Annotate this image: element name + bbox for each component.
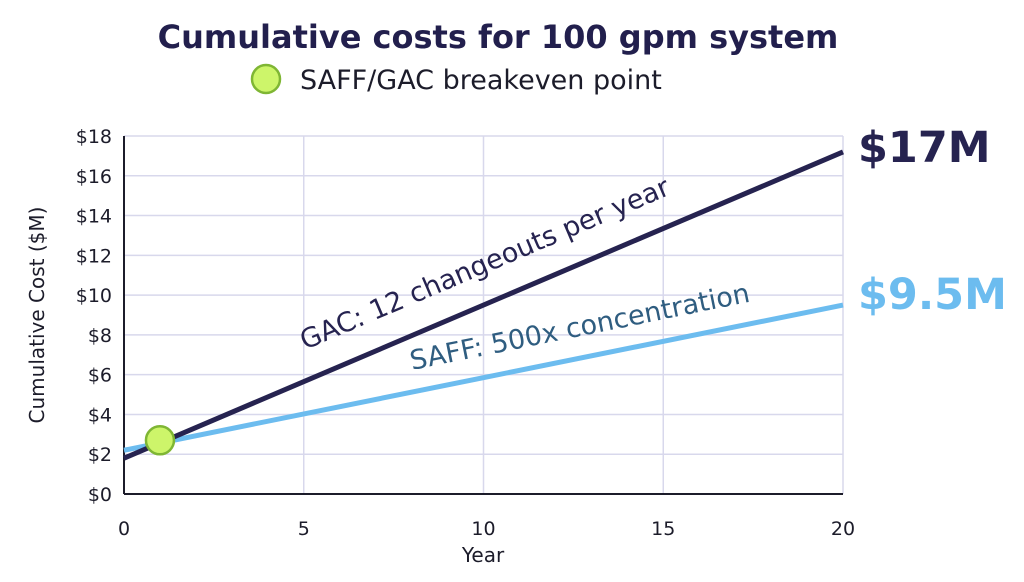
y-tick-label: $10 — [76, 285, 112, 307]
breakeven-point-marker — [144, 425, 176, 456]
gac-series-line — [123, 149, 844, 461]
legend-label: SAFF/GAC breakeven point — [300, 65, 662, 96]
breakeven-points — [144, 425, 176, 456]
legend: SAFF/GAC breakeven point — [250, 63, 662, 96]
grid — [124, 135, 844, 494]
y-tick-label: $14 — [76, 206, 112, 228]
y-tick-label: $16 — [76, 166, 112, 188]
x-tick-label: 5 — [298, 518, 310, 540]
x-tick-label: 15 — [651, 518, 675, 540]
y-tick-label: $18 — [76, 126, 112, 148]
y-tick-label: $8 — [88, 325, 112, 347]
x-tick-label: 10 — [471, 518, 495, 540]
gac-end-label: $17M — [858, 123, 991, 173]
y-tick-labels: $0 $2 $4 $6 $8 $10 $12 $14 $16 $18 — [76, 126, 112, 506]
y-tick-label: $2 — [88, 444, 112, 466]
series-lines — [123, 149, 844, 461]
x-tick-labels: 0 5 10 15 20 — [118, 518, 855, 540]
chart-title: Cumulative costs for 100 gpm system — [158, 18, 839, 56]
saff-end-label: $9.5M — [858, 270, 1007, 320]
x-tick-label: 20 — [831, 518, 855, 540]
y-axis-label: Cumulative Cost ($M) — [25, 207, 49, 424]
x-tick-label: 0 — [118, 518, 130, 540]
x-axis-label: Year — [461, 543, 505, 567]
saff-series-label: SAFF: 500x concentration — [407, 278, 752, 377]
y-tick-label: $4 — [88, 404, 112, 426]
saff-series-line — [123, 302, 844, 453]
y-tick-label: $12 — [76, 245, 112, 267]
legend-marker — [250, 63, 282, 95]
y-tick-label: $6 — [88, 365, 112, 387]
axes — [123, 136, 843, 495]
y-tick-label: $0 — [88, 484, 112, 506]
